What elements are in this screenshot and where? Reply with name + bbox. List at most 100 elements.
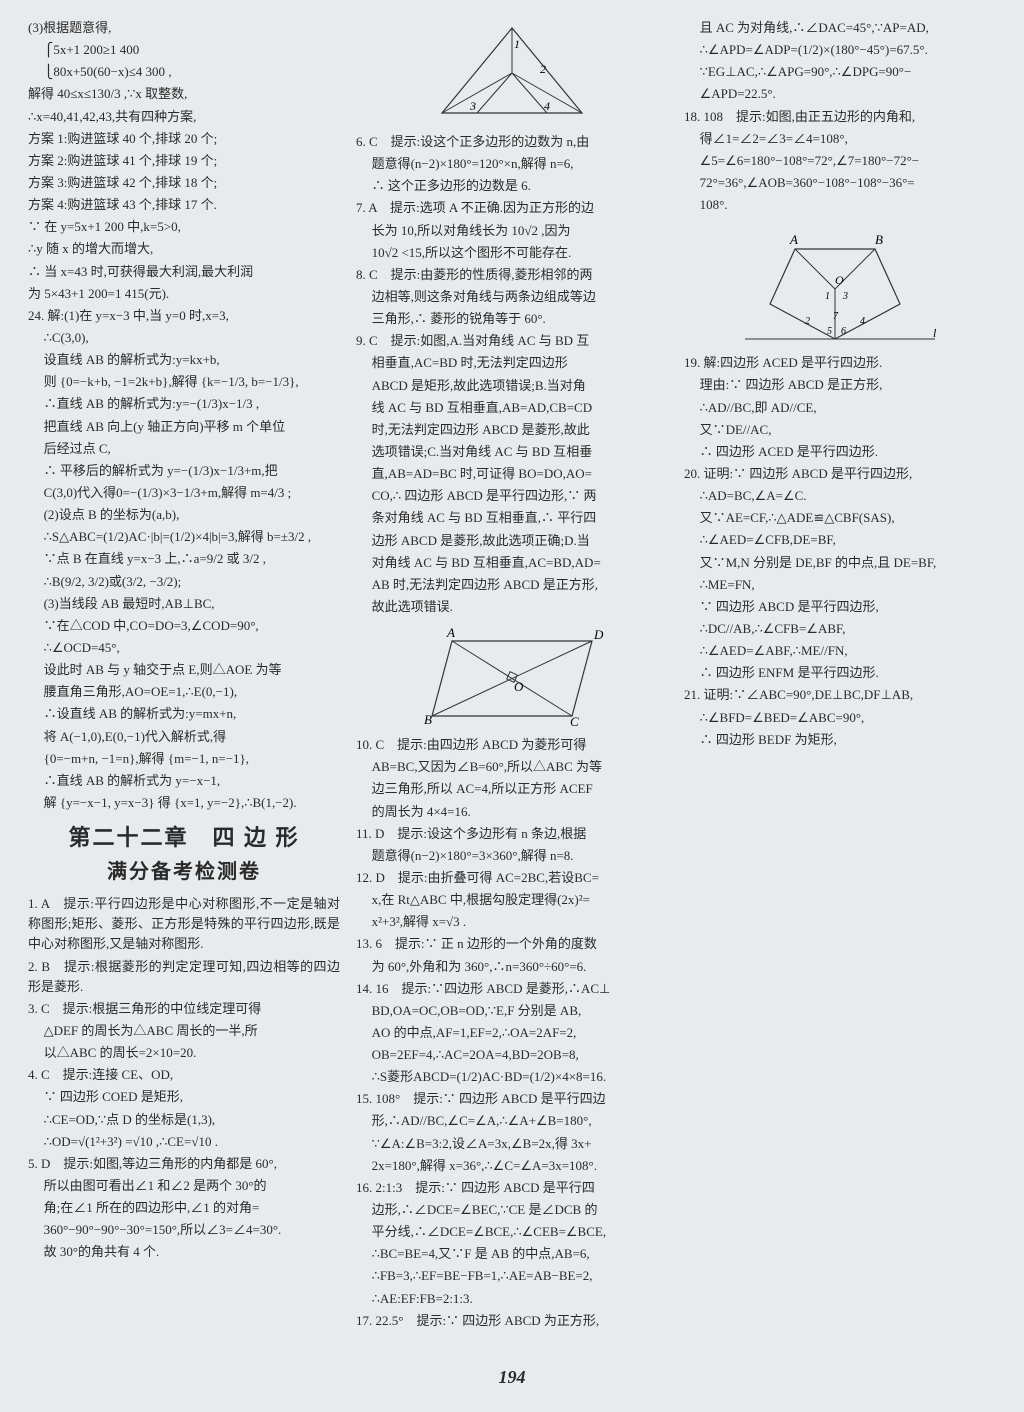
solution-text: CO,∴ 四边形 ABCD 是平行四边形,∵ 两 <box>356 486 668 506</box>
answer-item: 15. 108° 提示:∵ 四边形 ABCD 是平行四边 <box>356 1089 668 1109</box>
answer-item: 8. C 提示:由菱形的性质得,菱形相邻的两 <box>356 265 668 285</box>
solution-text: AB=BC,又因为∠B=60°,所以△ABC 为等 <box>356 757 668 777</box>
figure-label: 5 <box>827 326 832 337</box>
equation-text: {0=−m+n, −1=n},解得 {m=−1, n=−1}, <box>28 749 340 769</box>
solution-text: 线 AC 与 BD 互相垂直,AB=AD,CB=CD <box>356 398 668 418</box>
figure-label: 4 <box>544 99 550 113</box>
solution-text: ∴ 四边形 ACED 是平行四边形. <box>684 442 996 462</box>
page-columns: (3)根据题意得, ⎧5x+1 200≥1 400 ⎩80x+50(60−x)≤… <box>0 0 1024 1360</box>
solution-text: ∴∠BFD=∠BED=∠ABC=90°, <box>684 708 996 728</box>
solution-text: ∵点 B 在直线 y=x−3 上,∴a=9/2 或 3/2 , <box>28 549 340 569</box>
problem-text: (3)根据题意得, <box>28 18 340 38</box>
solution-text: 形,∴AD//BC,∠C=∠A,∴∠A+∠B=180°, <box>356 1111 668 1131</box>
solution-text: ∴AE:EF:FB=2:1:3. <box>356 1289 668 1309</box>
figure-label: 2 <box>540 62 546 76</box>
solution-text: 设直线 AB 的解析式为:y=kx+b, <box>28 350 340 370</box>
solution-text: 又∵DE//AC, <box>684 420 996 440</box>
solution-text: AB 时,无法判定四边形 ABCD 是正方形, <box>356 575 668 595</box>
solution-text: 为 5×43+1 200=1 415(元). <box>28 284 340 304</box>
solution-text: ∠APD=22.5°. <box>684 84 996 104</box>
figure-label: 6 <box>841 326 846 337</box>
solution-text: ∠5=∠6=180°−108°=72°,∠7=180°−72°− <box>684 151 996 171</box>
answer-item: 19. 解:四边形 ACED 是平行四边形. <box>684 353 996 373</box>
solution-text: 所以由图可看出∠1 和∠2 是两个 30°的 <box>28 1176 340 1196</box>
equation-line: ⎧5x+1 200≥1 400 <box>28 40 340 60</box>
solution-text: 后经过点 C, <box>28 439 340 459</box>
figure-label: O <box>514 679 524 694</box>
solution-text: 边三角形,所以 AC=4,所以正方形 ACEF <box>356 779 668 799</box>
solution-text: ∴DC//AB,∴∠CFB=∠ABF, <box>684 619 996 639</box>
answer-item: 6. C 提示:设这个正多边形的边数为 n,由 <box>356 132 668 152</box>
figure-rhombus: A B C D O <box>412 621 612 731</box>
solution-text: ∴FB=3,∴EF=BE−FB=1,∴AE=AB−BE=2, <box>356 1266 668 1286</box>
solution-text: ∴OD=√(1²+3²) =√10 ,∴CE=√10 . <box>28 1132 340 1152</box>
solution-text: 三角形,∴ 菱形的锐角等于 60°. <box>356 309 668 329</box>
solution-text: 题意得(n−2)×180°=120°×n,解得 n=6, <box>356 154 668 174</box>
solution-text: 直,AB=AD=BC 时,可证得 BO=DO,AO= <box>356 464 668 484</box>
solution-text: ∴直线 AB 的解析式为:y=−(1/3)x−1/3 , <box>28 394 340 414</box>
figure-pentagon: A B O 1 2 3 4 5 6 7 l <box>735 219 945 349</box>
solution-text: 平分线,∴∠DCE=∠BCE,∴∠CEB=∠BCE, <box>356 1222 668 1242</box>
answer-item: 21. 证明:∵∠ABC=90°,DE⊥BC,DF⊥AB, <box>684 685 996 705</box>
solution-text: AO 的中点,AF=1,EF=2,∴OA=2AF=2, <box>356 1023 668 1043</box>
solution-text: ∵在△COD 中,CO=DO=3,∠COD=90°, <box>28 616 340 636</box>
solution-text: ∵ 在 y=5x+1 200 中,k=5>0, <box>28 217 340 237</box>
solution-text: 又∵AE=CF,∴△ADE≌△CBF(SAS), <box>684 508 996 528</box>
solution-text: △DEF 的周长为△ABC 周长的一半,所 <box>28 1021 340 1041</box>
solution-text: ∵ 四边形 ABCD 是平行四边形, <box>684 597 996 617</box>
solution-text: 以△ABC 的周长=2×10=20. <box>28 1043 340 1063</box>
solution-text: 设此时 AB 与 y 轴交于点 E,则△AOE 为等 <box>28 660 340 680</box>
solution-text: 时,无法判定四边形 ABCD 是菱形,故此 <box>356 420 668 440</box>
chapter-title: 第二十二章 四 边 形 <box>28 821 340 855</box>
solution-text: 方案 3:购进篮球 42 个,排球 18 个; <box>28 173 340 193</box>
solution-text: ∴ 当 x=43 时,可获得最大利润,最大利润 <box>28 262 340 282</box>
solution-text: ∴C(3,0), <box>28 328 340 348</box>
solution-text: 10√2 <15,所以这个图形不可能存在. <box>356 243 668 263</box>
solution-text: 方案 1:购进篮球 40 个,排球 20 个; <box>28 129 340 149</box>
answer-item: 10. C 提示:由四边形 ABCD 为菱形可得 <box>356 735 668 755</box>
answer-item: 16. 2:1:3 提示:∵ 四边形 ABCD 是平行四 <box>356 1178 668 1198</box>
figure-label: C <box>570 714 579 729</box>
solution-text: 腰直角三角形,AO=OE=1,∴E(0,−1), <box>28 682 340 702</box>
figure-label: B <box>424 712 432 727</box>
answer-item: 18. 108 提示:如图,由正五边形的内角和, <box>684 107 996 127</box>
solution-text: 边形 ABCD 是菱形,故此选项正确;D.当 <box>356 531 668 551</box>
equation-text: 5x+1 200≥1 400 <box>53 42 139 57</box>
solution-text: 且 AC 为对角线,∴∠DAC=45°,∵AP=AD, <box>684 18 996 38</box>
solution-text: 题意得(n−2)×180°=3×360°,解得 n=8. <box>356 846 668 866</box>
figure-label: D <box>593 627 604 642</box>
equation-text: 则 {0=−k+b, −1=2k+b},解得 {k=−1/3, b=−1/3}, <box>28 372 340 392</box>
solution-text: ∴设直线 AB 的解析式为:y=mx+n, <box>28 704 340 724</box>
figure-label: B <box>875 232 883 247</box>
figure-label: O <box>835 273 844 287</box>
answer-item: 13. 6 提示:∵ 正 n 边形的一个外角的度数 <box>356 934 668 954</box>
figure-label: 1 <box>514 37 520 51</box>
solution-text: ∴直线 AB 的解析式为 y=−x−1, <box>28 771 340 791</box>
answer-item: 1. A 提示:平行四边形是中心对称图形,不一定是轴对称图形;矩形、菱形、正方形… <box>28 894 340 954</box>
solution-text: ∴ 这个正多边形的边数是 6. <box>356 176 668 196</box>
answer-item: 20. 证明:∵ 四边形 ABCD 是平行四边形, <box>684 464 996 484</box>
solution-text: 得∠1=∠2=∠3=∠4=108°, <box>684 129 996 149</box>
solution-text: 108°. <box>684 195 996 215</box>
solution-text: ∴∠AED=∠CFB,DE=BF, <box>684 530 996 550</box>
solution-text: ∴ 四边形 ENFM 是平行四边形. <box>684 663 996 683</box>
solution-text: 将 A(−1,0),E(0,−1)代入解析式,得 <box>28 727 340 747</box>
solution-text: ∵ 四边形 COED 是矩形, <box>28 1087 340 1107</box>
solution-text: 72°=36°,∠AOB=360°−108°−108°−36°= <box>684 173 996 193</box>
answer-item: 3. C 提示:根据三角形的中位线定理可得 <box>28 999 340 1019</box>
answer-item: 9. C 提示:如图,A.当对角线 AC 与 BD 互 <box>356 331 668 351</box>
solution-text: 边相等,则这条对角线与两条边组成等边 <box>356 287 668 307</box>
solution-text: ∴∠APD=∠ADP=(1/2)×(180°−45°)=67.5°. <box>684 40 996 60</box>
answer-item: 17. 22.5° 提示:∵ 四边形 ABCD 为正方形, <box>356 1311 668 1331</box>
solution-text: ∴AD=BC,∠A=∠C. <box>684 486 996 506</box>
equation-line: ⎩80x+50(60−x)≤4 300 , <box>28 62 340 82</box>
solution-text: ∴y 随 x 的增大而增大, <box>28 239 340 259</box>
figure-label: 4 <box>860 316 865 327</box>
figure-label: A <box>789 232 798 247</box>
solution-text: x,在 Rt△ABC 中,根据勾股定理得(2x)²= <box>356 890 668 910</box>
answer-item: 4. C 提示:连接 CE、OD, <box>28 1065 340 1085</box>
solution-text: ABCD 是矩形,故此选项错误;B.当对角 <box>356 376 668 396</box>
figure-label: 3 <box>842 291 848 302</box>
solution-text: ∴ME=FN, <box>684 575 996 595</box>
answer-item: 7. A 提示:选项 A 不正确.因为正方形的边 <box>356 198 668 218</box>
